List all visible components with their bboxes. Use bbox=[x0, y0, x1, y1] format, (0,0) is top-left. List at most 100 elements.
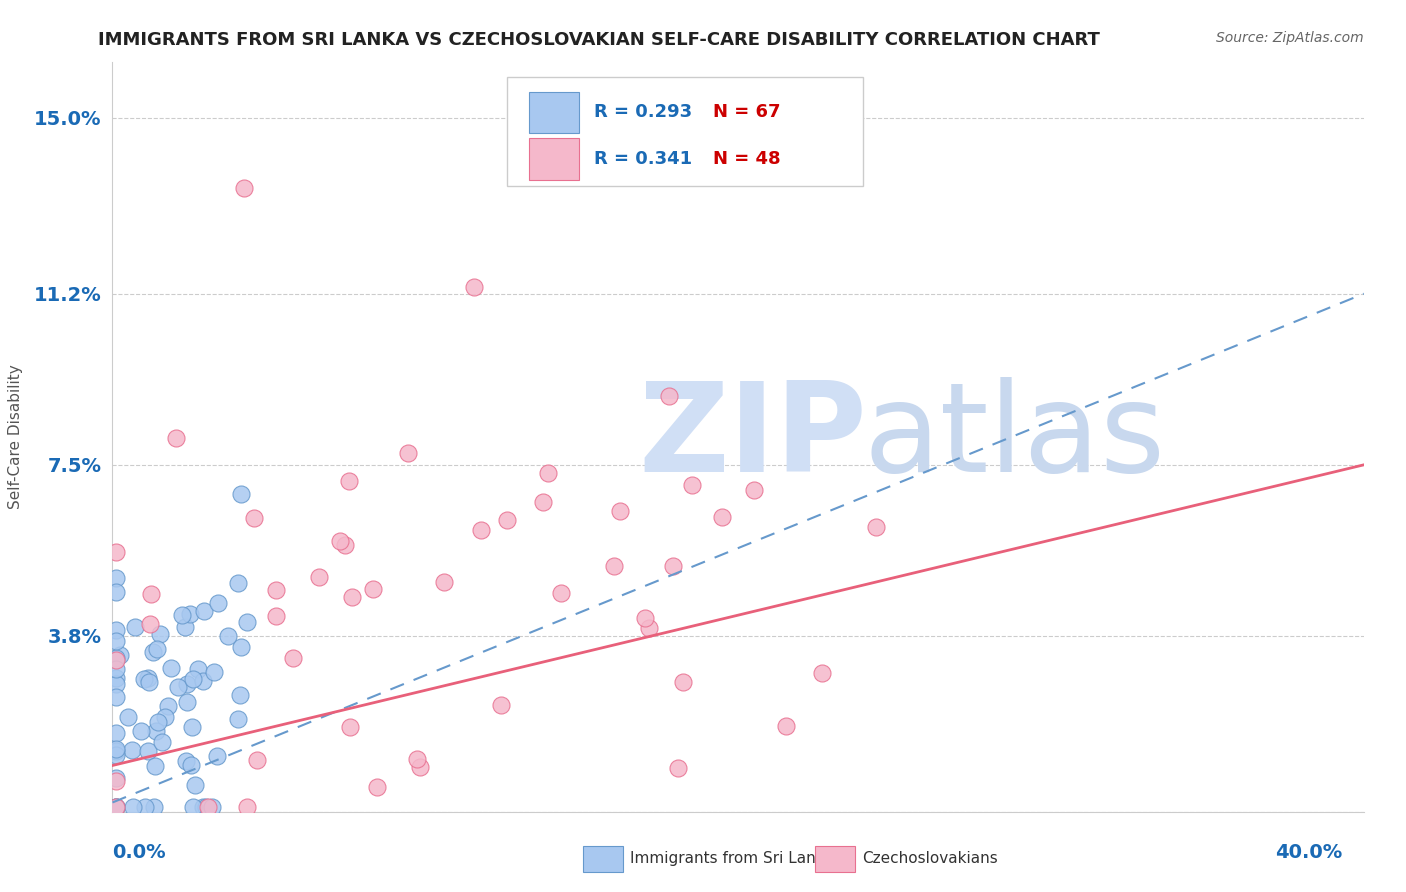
Point bbox=[229, 640, 252, 654]
Point bbox=[337, 474, 360, 488]
Point bbox=[104, 800, 127, 814]
Point bbox=[361, 582, 384, 596]
Text: IMMIGRANTS FROM SRI LANKA VS CZECHOSLOVAKIAN SELF-CARE DISABILITY CORRELATION CH: IMMIGRANTS FROM SRI LANKA VS CZECHOSLOVA… bbox=[98, 31, 1101, 49]
Text: 0.0%: 0.0% bbox=[112, 843, 166, 862]
Text: N = 48: N = 48 bbox=[713, 150, 780, 168]
Text: Immigrants from Sri Lanka: Immigrants from Sri Lanka bbox=[630, 852, 834, 866]
Point bbox=[172, 608, 194, 623]
Point bbox=[246, 753, 269, 767]
Point bbox=[366, 780, 388, 794]
Point bbox=[205, 749, 228, 764]
Point bbox=[104, 661, 127, 675]
Point bbox=[658, 389, 681, 403]
Point bbox=[174, 755, 197, 769]
Point bbox=[104, 677, 127, 691]
Point bbox=[744, 483, 766, 498]
Point bbox=[197, 800, 219, 814]
Point bbox=[226, 575, 249, 590]
Point bbox=[165, 431, 187, 445]
Point bbox=[134, 800, 156, 814]
Point bbox=[531, 495, 554, 509]
Point bbox=[491, 698, 513, 713]
Point bbox=[340, 590, 363, 604]
Point bbox=[142, 800, 165, 814]
Point bbox=[104, 653, 127, 667]
Point bbox=[139, 587, 162, 601]
Point bbox=[104, 726, 127, 740]
Point bbox=[139, 616, 162, 631]
Point bbox=[865, 520, 887, 534]
Y-axis label: Self-Care Disability: Self-Care Disability bbox=[7, 365, 22, 509]
Point bbox=[104, 800, 127, 814]
Point bbox=[104, 571, 127, 585]
Point bbox=[470, 523, 492, 537]
Point bbox=[129, 723, 152, 738]
Point bbox=[661, 558, 683, 573]
Text: N = 67: N = 67 bbox=[713, 103, 780, 121]
Point bbox=[122, 800, 145, 814]
Point bbox=[104, 633, 127, 648]
Point bbox=[281, 651, 304, 665]
FancyBboxPatch shape bbox=[506, 78, 863, 186]
Point bbox=[236, 615, 259, 630]
Point bbox=[157, 698, 180, 713]
Point bbox=[104, 744, 127, 758]
Point bbox=[236, 800, 259, 814]
Point bbox=[167, 680, 190, 694]
Point bbox=[550, 586, 572, 600]
Point bbox=[181, 720, 204, 734]
Point bbox=[104, 774, 127, 789]
Point bbox=[149, 627, 172, 641]
Point bbox=[146, 642, 169, 657]
Point bbox=[191, 800, 214, 814]
Point bbox=[104, 800, 127, 814]
Point bbox=[207, 596, 229, 610]
FancyBboxPatch shape bbox=[529, 138, 579, 179]
Text: 40.0%: 40.0% bbox=[1275, 843, 1343, 862]
Point bbox=[711, 510, 734, 524]
Text: Czechoslovakians: Czechoslovakians bbox=[862, 852, 998, 866]
Point bbox=[228, 712, 250, 726]
Point bbox=[308, 569, 330, 583]
Point bbox=[176, 695, 198, 709]
Point bbox=[264, 609, 287, 624]
Point bbox=[117, 710, 139, 724]
Point bbox=[132, 672, 155, 686]
Point bbox=[108, 648, 131, 663]
Point bbox=[609, 503, 631, 517]
Point bbox=[187, 662, 209, 676]
Point bbox=[136, 671, 159, 685]
Point bbox=[193, 604, 215, 618]
Point bbox=[433, 574, 456, 589]
Point bbox=[229, 688, 252, 702]
Point bbox=[183, 778, 205, 792]
Point bbox=[104, 747, 127, 762]
Point bbox=[811, 666, 834, 681]
Point bbox=[666, 761, 689, 775]
Point bbox=[121, 743, 143, 757]
Point bbox=[104, 623, 127, 637]
Point bbox=[174, 619, 197, 633]
Point bbox=[233, 181, 256, 195]
Point bbox=[104, 771, 127, 785]
Point bbox=[104, 545, 127, 559]
Point bbox=[396, 445, 419, 459]
Point bbox=[104, 690, 127, 705]
Point bbox=[463, 280, 485, 294]
Point bbox=[142, 645, 165, 659]
Point bbox=[145, 723, 167, 738]
Point bbox=[634, 611, 657, 625]
Point bbox=[104, 742, 127, 756]
Text: Source: ZipAtlas.com: Source: ZipAtlas.com bbox=[1216, 31, 1364, 45]
Point bbox=[217, 629, 239, 643]
Point bbox=[637, 621, 659, 635]
Point bbox=[104, 671, 127, 685]
Point bbox=[681, 478, 703, 492]
Text: ZIP: ZIP bbox=[638, 376, 866, 498]
Point bbox=[195, 800, 218, 814]
Point bbox=[136, 744, 159, 758]
Point bbox=[672, 674, 695, 689]
Point bbox=[229, 487, 252, 501]
Point bbox=[146, 714, 169, 729]
Point bbox=[201, 800, 224, 814]
